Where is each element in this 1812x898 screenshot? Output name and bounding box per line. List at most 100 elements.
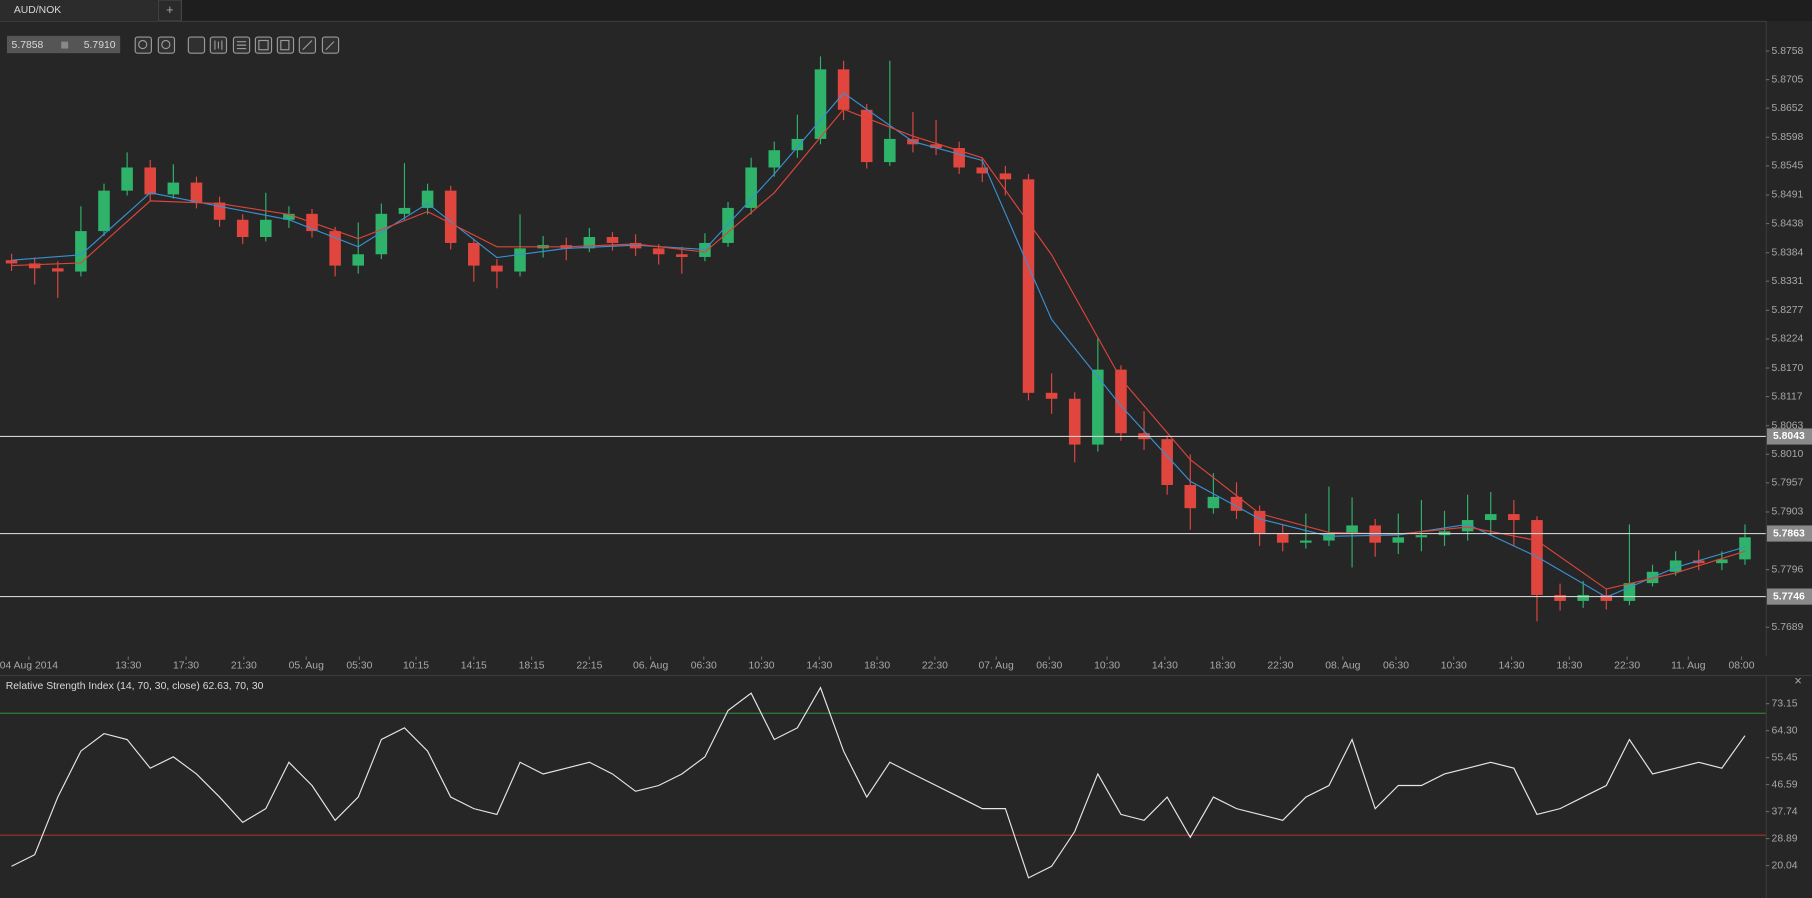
candle-body — [930, 144, 942, 149]
x-tick-label: 22:30 — [1267, 660, 1293, 671]
candle-body — [283, 213, 295, 220]
y-tick-label: 5.8277 — [1772, 305, 1804, 316]
y-tick-label: 64.30 — [1772, 725, 1798, 736]
level-label-box — [1766, 525, 1812, 542]
candle-body — [75, 231, 87, 272]
x-tick-label: 18:15 — [519, 660, 545, 671]
level-label: 5.7746 — [1773, 591, 1805, 602]
x-tick-label: 04 Aug 2014 — [0, 660, 58, 671]
candle-body — [1531, 520, 1543, 595]
candle-body — [398, 207, 411, 214]
candle-body — [722, 207, 734, 243]
y-tick-label: 55.45 — [1772, 752, 1798, 763]
zoom-in-button[interactable] — [157, 36, 176, 54]
candle-body — [1068, 398, 1081, 445]
y-tick-label: 5.7957 — [1772, 478, 1804, 489]
candle-body — [52, 268, 64, 272]
icon — [138, 39, 148, 50]
tab-bar — [0, 0, 1812, 21]
candle-body — [1415, 535, 1428, 538]
x-tick-label: 08:00 — [1729, 660, 1755, 671]
candle-body — [514, 248, 526, 272]
candle-body — [583, 237, 596, 249]
x-tick-label: 11. Aug — [1671, 660, 1706, 671]
x-tick-label: 18:30 — [864, 660, 890, 671]
candle-body — [1716, 559, 1728, 564]
x-tick-label: 08. Aug — [1325, 660, 1360, 671]
rsi-title: Relative Strength Index (14, 70, 30, clo… — [6, 681, 264, 692]
level-label: 5.8043 — [1773, 431, 1805, 442]
x-tick-label: 21:30 — [231, 660, 257, 671]
candle-body — [1184, 485, 1197, 509]
candle-body — [1207, 496, 1220, 509]
candle-body — [1484, 514, 1497, 521]
level-label-box — [1766, 428, 1812, 445]
tab[interactable] — [0, 0, 158, 21]
timeframe-button[interactable] — [187, 36, 206, 54]
objects-button[interactable] — [276, 36, 295, 54]
candle-body — [860, 109, 873, 163]
candle-body — [352, 254, 365, 266]
y-tick-label: 5.8758 — [1772, 46, 1804, 57]
candle-body — [1300, 540, 1312, 543]
candle-body — [1392, 537, 1405, 543]
bid-price: 5.7858 — [12, 40, 44, 51]
candle-body — [167, 182, 180, 195]
candle-body — [1346, 525, 1358, 534]
y-tick-label: 5.8117 — [1772, 391, 1803, 402]
candle-body — [5, 260, 18, 264]
candle-body — [190, 182, 203, 203]
candle-body — [652, 248, 665, 255]
y-tick-label: 5.8652 — [1772, 103, 1804, 114]
candle-body — [1161, 439, 1173, 486]
y-tick-label: 5.8705 — [1772, 74, 1804, 85]
y-tick-label: 37.74 — [1772, 806, 1798, 817]
candle-body — [1230, 496, 1243, 511]
x-tick-label: 06:30 — [691, 660, 717, 671]
y-tick-label: 5.8063 — [1772, 420, 1804, 431]
candle-body — [1022, 179, 1035, 393]
candle-body — [1045, 392, 1058, 399]
x-tick-label: 22:30 — [922, 660, 948, 671]
candle-body — [98, 190, 110, 232]
candle-body — [1669, 560, 1682, 572]
zoom-out-button[interactable] — [134, 36, 152, 54]
y-tick-label: 5.7903 — [1772, 507, 1804, 518]
candle-body — [468, 242, 480, 266]
candle-body — [1508, 514, 1520, 521]
candle-body — [976, 167, 989, 174]
x-tick-label: 10:30 — [1441, 660, 1467, 671]
candle-body — [260, 219, 272, 238]
x-tick-label: 14:30 — [1152, 660, 1178, 671]
y-tick-label: 28.89 — [1772, 833, 1798, 844]
x-tick-label: 18:30 — [1556, 660, 1582, 671]
new-tab-label[interactable]: + — [166, 2, 173, 17]
candle-body — [837, 69, 850, 110]
x-tick-label: 05. Aug — [289, 660, 324, 671]
y-tick-label: 5.8491 — [1772, 190, 1804, 201]
x-tick-label: 07. Aug — [979, 660, 1014, 671]
close-pane-button[interactable]: × — [1794, 673, 1801, 688]
candle-body — [884, 138, 896, 163]
level-label-box — [1766, 588, 1812, 605]
candle-body — [1554, 594, 1566, 601]
candle-body — [768, 150, 781, 168]
y-tick-label: 20.04 — [1772, 860, 1798, 871]
candle-body — [606, 237, 619, 243]
icon — [161, 39, 171, 50]
candle-body — [144, 167, 157, 195]
tab-label[interactable]: AUD/NOK — [14, 5, 61, 16]
x-tick-label: 18:30 — [1210, 660, 1236, 671]
studies-button[interactable] — [254, 36, 273, 54]
candle-body — [213, 202, 226, 220]
candle-body — [1692, 560, 1705, 564]
candle-body — [1092, 369, 1104, 445]
candle-body — [1623, 583, 1636, 601]
candle-body — [375, 213, 388, 255]
candle-body — [236, 219, 249, 238]
x-tick-label: 06:30 — [1036, 660, 1062, 671]
pane: 5.8758 5.8705 5.8652 5.8598 5.8545 5.8491 5.84… — [0, 46, 1812, 671]
candle-body — [329, 231, 341, 266]
